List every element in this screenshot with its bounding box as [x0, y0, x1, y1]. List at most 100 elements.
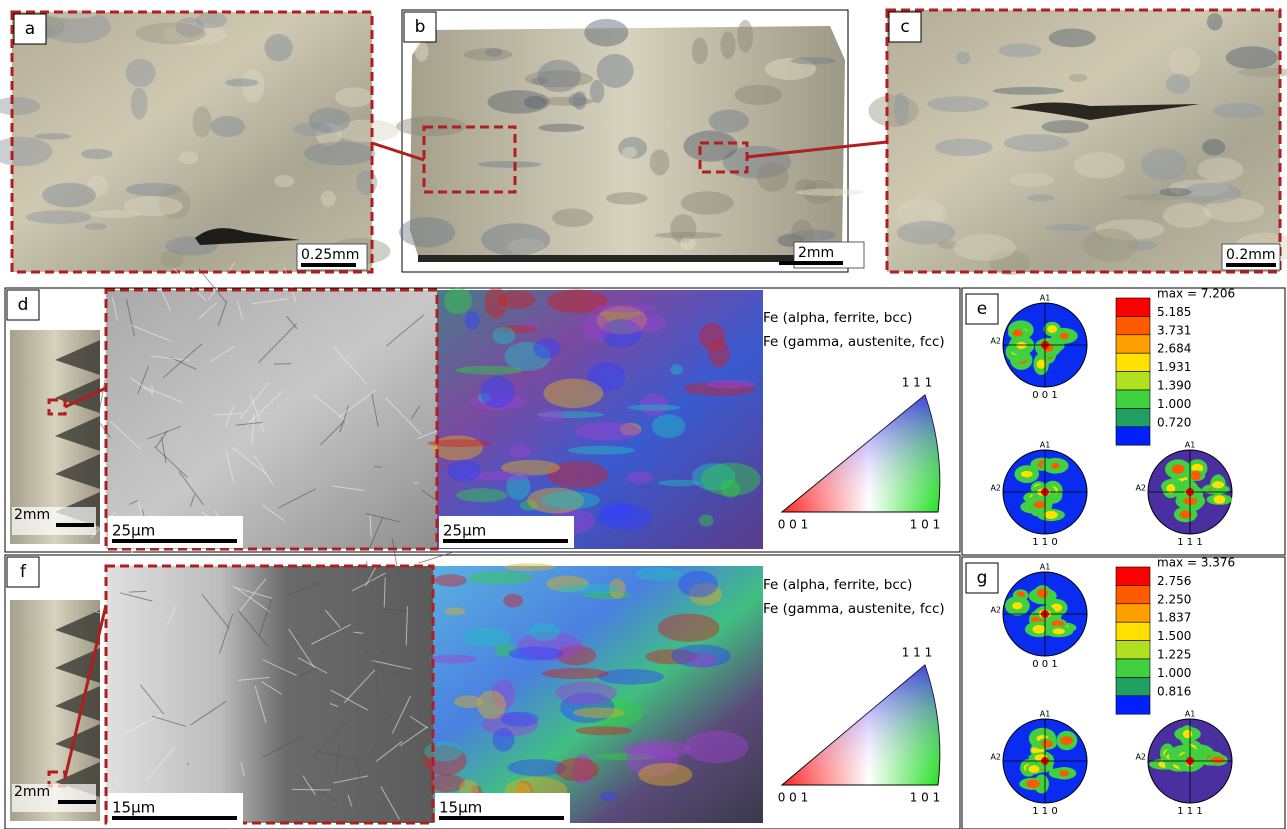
- texture: [590, 80, 604, 103]
- ipf-label: 1 0 1: [910, 518, 941, 532]
- texture: [678, 571, 718, 597]
- texture: [179, 151, 198, 164]
- colorbar-label: 1.000: [1157, 666, 1191, 680]
- pole-title: 0 0 1: [1032, 390, 1057, 401]
- texture: [498, 291, 535, 309]
- texture: [720, 31, 735, 59]
- colorbar-band: [1116, 427, 1150, 445]
- texture: [654, 232, 722, 239]
- texture: [999, 43, 1042, 57]
- texture: [192, 106, 211, 137]
- pole-title: 1 1 0: [1032, 806, 1057, 817]
- phase-label: Fe (alpha, ferrite, bcc): [763, 310, 912, 326]
- texture: [501, 712, 539, 727]
- colorbar-band: [1116, 298, 1150, 316]
- colorbar-label: 3.731: [1157, 323, 1191, 337]
- texture: [543, 379, 603, 408]
- pole-axis-label: A1: [1185, 710, 1196, 719]
- texture: [555, 682, 616, 705]
- texture: [652, 414, 686, 438]
- texture: [1197, 157, 1243, 181]
- texture: [709, 110, 749, 133]
- pole-intensity: [1012, 602, 1022, 609]
- texture: [335, 87, 373, 107]
- pole-axis-label: A2: [1135, 484, 1146, 493]
- texture: [1069, 74, 1088, 82]
- texture: [445, 607, 466, 615]
- panel-label: g: [977, 568, 988, 588]
- texture: [626, 314, 666, 332]
- colorbar-band: [1116, 604, 1150, 622]
- texture: [638, 763, 692, 786]
- pole-intensity: [1172, 464, 1185, 474]
- texture: [626, 471, 653, 484]
- pole-intensity: [1051, 463, 1059, 469]
- colorbar-band: [1116, 335, 1150, 353]
- micrograph: [106, 290, 437, 549]
- texture: [1084, 229, 1139, 262]
- texture: [683, 131, 737, 162]
- pole-intensity: [1034, 501, 1046, 508]
- pole-intensity: [1028, 765, 1039, 772]
- colorbar-band: [1116, 390, 1150, 408]
- phase-label: Fe (gamma, austenite, fcc): [763, 601, 945, 617]
- texture: [264, 34, 292, 61]
- texture: [415, 41, 429, 62]
- pole-intensity: [1212, 481, 1224, 488]
- pole-intensity: [1033, 625, 1046, 634]
- pole-intensity: [1060, 736, 1073, 745]
- texture: [993, 87, 1064, 95]
- pole-axis-label: A2: [990, 753, 1001, 762]
- texture: [424, 742, 463, 762]
- colorbar-label: 1.837: [1157, 611, 1191, 625]
- scale-bar-label: 2mm: [798, 245, 834, 261]
- colorbar-band: [1116, 622, 1150, 640]
- ipf-label: 1 0 1: [910, 791, 941, 805]
- scale-bar-label: 25µm: [443, 522, 486, 540]
- colorbar-label: 2.756: [1157, 574, 1191, 588]
- colorbar-band: [1116, 696, 1150, 714]
- pole-axis-label: A2: [990, 484, 1001, 493]
- texture: [429, 655, 477, 664]
- texture: [584, 314, 610, 341]
- colorbar-label: 1.000: [1157, 397, 1191, 411]
- texture: [791, 57, 836, 64]
- pole-intensity: [1059, 770, 1069, 776]
- colorbar-label: 2.250: [1157, 592, 1191, 606]
- texture: [894, 93, 909, 126]
- pole-intensity: [1037, 588, 1048, 597]
- ipf-label: 0 0 1: [778, 791, 809, 805]
- texture: [573, 707, 625, 718]
- texture: [308, 108, 350, 134]
- pole-intensity: [1191, 471, 1201, 481]
- pole-axis-label: A2: [1135, 753, 1146, 762]
- texture: [635, 567, 682, 581]
- texture: [529, 623, 560, 641]
- pole-intensity: [1060, 333, 1069, 340]
- texture: [658, 480, 701, 487]
- pole-intensity: [1041, 740, 1052, 747]
- colorbar-band: [1116, 641, 1150, 659]
- panel-label: f: [20, 562, 27, 582]
- texture: [1163, 203, 1211, 228]
- colorbar-band: [1116, 677, 1150, 695]
- pole-intensity: [1047, 325, 1057, 333]
- colorbar-band: [1116, 585, 1150, 603]
- texture: [692, 38, 708, 65]
- texture: [465, 311, 480, 330]
- texture: [681, 191, 734, 214]
- colorbar-label: 1.225: [1157, 648, 1191, 662]
- pole-title: 1 1 1: [1177, 537, 1202, 548]
- texture: [492, 327, 515, 344]
- pole-axis-label: A2: [990, 606, 1001, 615]
- texture: [434, 574, 466, 586]
- scale-bar: [112, 816, 237, 820]
- pole-axis-label: A1: [1040, 563, 1051, 572]
- colorbar-band: [1116, 659, 1150, 677]
- texture: [26, 210, 92, 223]
- texture: [606, 192, 648, 204]
- scale-bar-label: 15µm: [112, 799, 155, 817]
- texture: [584, 19, 628, 47]
- scale-bar: [443, 539, 568, 543]
- texture: [709, 340, 730, 367]
